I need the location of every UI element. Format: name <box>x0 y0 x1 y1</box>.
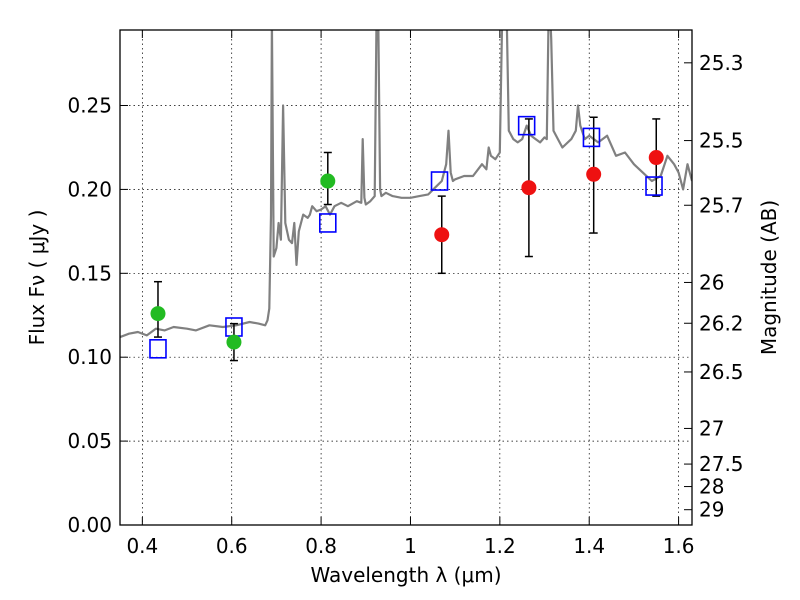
mag-tick-label: 26 <box>699 270 724 294</box>
mag-tick-label: 27 <box>699 416 724 440</box>
mag-tick-label: 29 <box>699 498 724 522</box>
grid-lines <box>120 30 692 525</box>
mag-tick-label: 28 <box>699 475 724 499</box>
model-photometry-square <box>318 213 337 233</box>
y-axis-label: Flux Fν ( μJy ) <box>25 210 49 346</box>
x-tick-label: 0.8 <box>305 534 337 558</box>
y-tick-label: 0.15 <box>67 261 112 285</box>
observed-point <box>521 180 537 196</box>
x-tick-label: 1.2 <box>484 534 516 558</box>
x-tick-label: 1 <box>404 534 417 558</box>
observed-point <box>586 166 602 182</box>
y-tick-label: 0.10 <box>67 345 112 369</box>
model-photometry-square <box>645 176 663 196</box>
observed-point <box>648 150 664 166</box>
model-photometry-square <box>582 127 601 148</box>
ticks-layer: 0.4 0.6 0.8 1 1.2 1.4 1.6 0.00 0.05 0.10 0.15 0.20 0… <box>67 30 744 558</box>
plot-frame <box>119 29 693 526</box>
error-bars-layer <box>153 116 661 362</box>
observed-point <box>150 306 166 322</box>
mag-tick-label: 25.3 <box>699 51 744 75</box>
mag-tick-label: 27.5 <box>699 452 744 476</box>
markers-layer <box>149 115 664 359</box>
x-tick-label: 0.6 <box>216 534 248 558</box>
y-tick-label: 0.05 <box>67 429 112 453</box>
spectrum-layer <box>120 30 692 339</box>
x-tick-label: 1.6 <box>663 534 695 558</box>
spectrum-line <box>120 30 692 339</box>
observed-point <box>226 334 242 350</box>
mag-tick-label: 25.5 <box>699 129 744 153</box>
y-tick-label: 0.00 <box>67 513 112 537</box>
mag-tick-label: 26.2 <box>699 311 744 335</box>
x-axis-label: Wavelength λ (μm) <box>310 563 501 587</box>
mag-tick-label: 26.5 <box>699 360 744 384</box>
model-photometry-square <box>149 339 167 359</box>
observed-point <box>320 173 336 189</box>
mag-tick-label: 25.7 <box>699 193 744 217</box>
observed-point <box>434 227 450 243</box>
y-tick-label: 0.20 <box>67 177 112 201</box>
x-tick-label: 0.4 <box>126 534 158 558</box>
right-axis-label: Magnitude (AB) <box>757 200 781 355</box>
y-tick-label: 0.25 <box>67 94 112 118</box>
model-photometry-square <box>517 115 536 136</box>
model-photometry-square <box>430 171 449 191</box>
x-tick-label: 1.4 <box>573 534 605 558</box>
